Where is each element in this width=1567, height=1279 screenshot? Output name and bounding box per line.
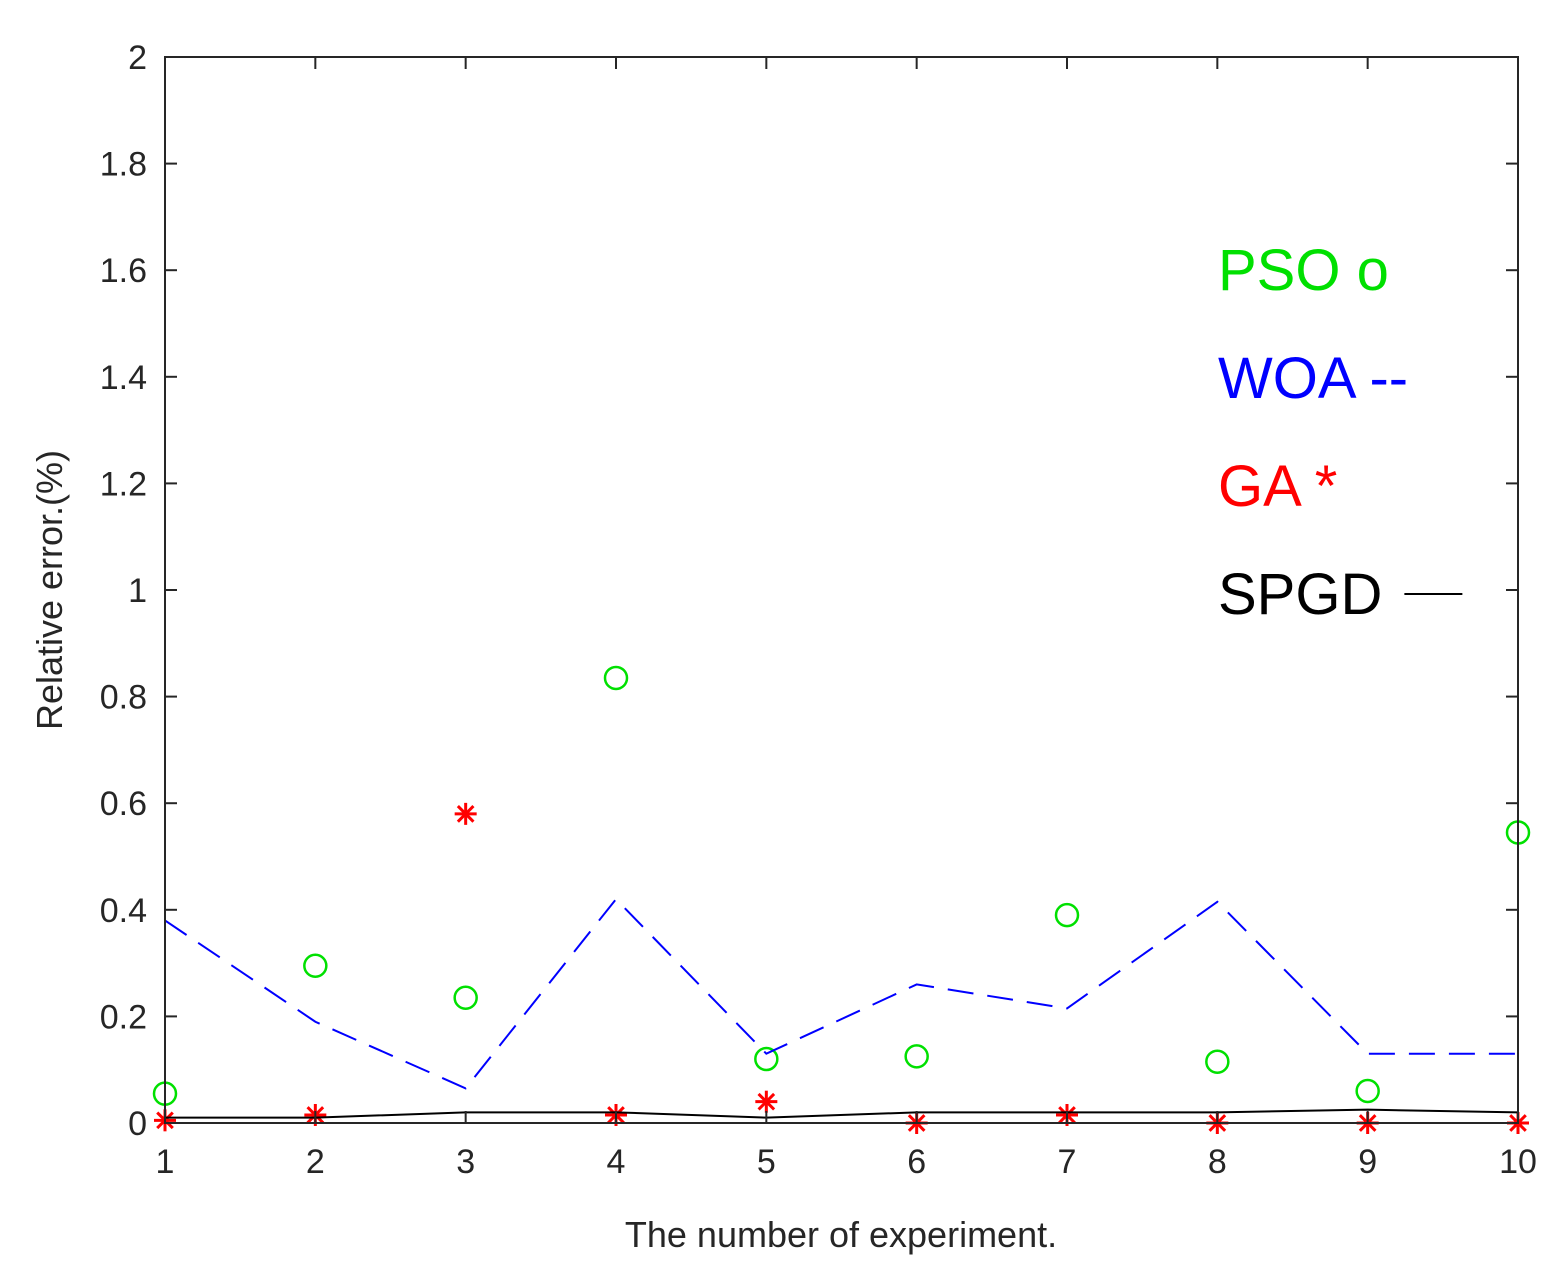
pso-point	[453, 985, 478, 1010]
x-tick-label: 6	[907, 1143, 926, 1181]
legend: PSO o WOA -- GA * SPGD	[1218, 238, 1463, 627]
pso-point	[1205, 1049, 1230, 1074]
woa-line	[164, 897, 1518, 1090]
x-tick-label: 5	[757, 1143, 776, 1181]
y-tick-label: 0.8	[100, 679, 147, 717]
ga-point	[454, 802, 477, 825]
x-tick-label: 8	[1208, 1143, 1227, 1181]
y-tick-label: 1.2	[100, 465, 147, 503]
y-tick-label: 0.4	[100, 892, 147, 930]
series-spgd	[165, 1108, 1519, 1119]
y-tick-label: 1.8	[100, 146, 147, 184]
y-axis-label: Relative error.(%)	[29, 450, 70, 730]
y-tick-label: 1.6	[100, 252, 147, 290]
tick-layer: 1 2 3 4 5 6 7 8 9 10 0 0.2 0.4 0.6 0.8 1 1.2 1.4 1.6 1.8 2	[100, 39, 1537, 1181]
pso-point	[904, 1044, 929, 1069]
pso-point	[1355, 1078, 1380, 1104]
y-tick-label: 1	[128, 572, 147, 610]
x-axis-label: The number of experiment.	[625, 1214, 1057, 1255]
x-tick-label: 9	[1358, 1143, 1377, 1181]
x-tick-label: 10	[1499, 1143, 1537, 1181]
pso-point	[303, 953, 328, 979]
legend-woa: WOA --	[1218, 346, 1408, 411]
series-woa	[164, 897, 1518, 1090]
legend-ga: GA *	[1218, 454, 1337, 519]
x-tick-label: 1	[156, 1143, 175, 1181]
y-tick-label: 0.2	[100, 998, 147, 1036]
x-tick-label: 4	[607, 1143, 626, 1181]
y-tick-label: 0.6	[100, 785, 147, 823]
pso-point	[603, 665, 629, 691]
plot-area	[165, 57, 1518, 1123]
y-tick-label: 1.4	[100, 359, 147, 397]
pso-point	[1054, 902, 1080, 928]
legend-spgd: SPGD	[1218, 562, 1382, 627]
x-tick-label: 3	[456, 1143, 475, 1181]
pso-point	[754, 1046, 779, 1072]
y-tick-label: 2	[128, 39, 147, 77]
x-tick-label: 7	[1058, 1143, 1077, 1181]
x-tick-label: 2	[306, 1143, 325, 1181]
legend-pso: PSO o	[1218, 238, 1389, 303]
spgd-line	[165, 1108, 1519, 1119]
y-tick-label: 0	[128, 1105, 147, 1143]
ga-point	[755, 1090, 778, 1113]
